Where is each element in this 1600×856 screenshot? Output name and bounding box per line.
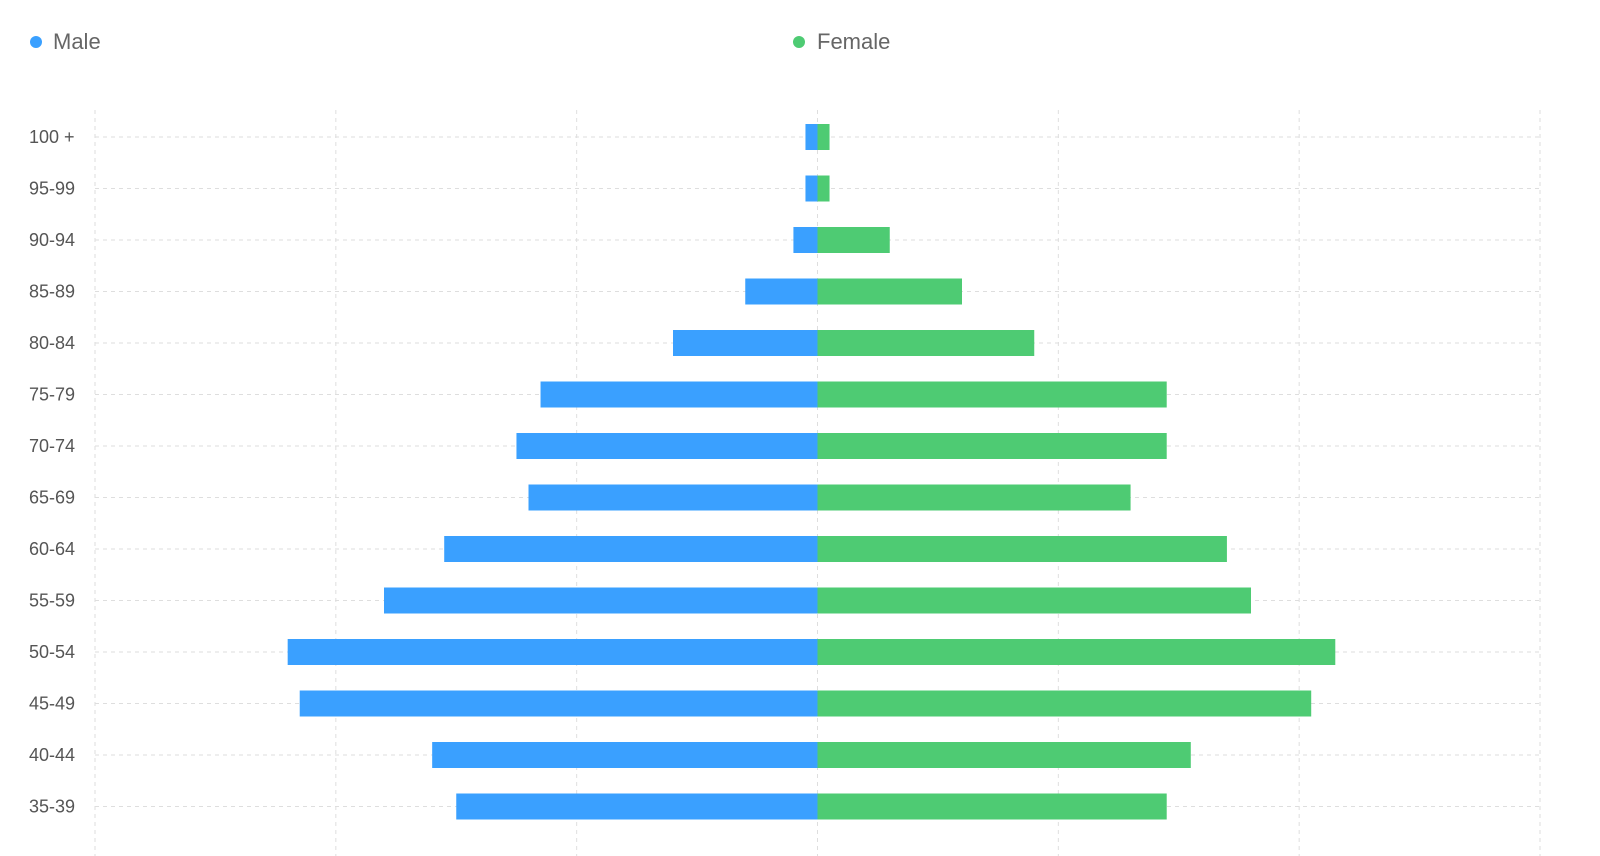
bar-male-40-44[interactable]	[432, 742, 818, 768]
y-tick-label: 55-59	[29, 591, 75, 611]
bar-male-70-74[interactable]	[516, 433, 818, 459]
bar-female-45-49[interactable]	[817, 690, 1312, 717]
bar-male-65-69[interactable]	[528, 484, 818, 511]
bar-male-45-49[interactable]	[299, 690, 818, 717]
bar-female-95-99[interactable]	[817, 175, 830, 202]
y-tick-label: 65-69	[29, 488, 75, 508]
bar-female-100plus[interactable]	[817, 124, 830, 150]
bar-male-35-39[interactable]	[456, 793, 818, 820]
bars	[287, 124, 1336, 820]
bar-female-90-94[interactable]	[817, 227, 890, 253]
legend-label-female: Female	[817, 29, 890, 54]
bar-female-35-39[interactable]	[817, 793, 1167, 820]
bar-female-50-54[interactable]	[817, 639, 1336, 665]
bar-female-65-69[interactable]	[817, 484, 1131, 511]
legend: Male Female	[30, 29, 890, 54]
legend-item-male[interactable]: Male	[30, 29, 101, 54]
legend-item-female[interactable]: Female	[793, 29, 890, 54]
legend-marker-female	[793, 36, 805, 48]
bar-male-60-64[interactable]	[444, 536, 818, 562]
legend-marker-male	[30, 36, 42, 48]
y-tick-label: 100 +	[29, 127, 75, 147]
y-tick-label: 95-99	[29, 179, 75, 199]
bar-male-85-89[interactable]	[745, 278, 818, 305]
y-tick-label: 45-49	[29, 694, 75, 714]
y-tick-label: 85-89	[29, 282, 75, 302]
bar-female-75-79[interactable]	[817, 381, 1167, 408]
y-tick-label: 35-39	[29, 797, 75, 817]
y-tick-label: 40-44	[29, 745, 75, 765]
y-tick-label: 50-54	[29, 642, 75, 662]
bar-female-85-89[interactable]	[817, 278, 963, 305]
bar-female-60-64[interactable]	[817, 536, 1227, 562]
bar-male-55-59[interactable]	[384, 587, 818, 614]
y-axis-tick-labels: 100 + 95-99 90-94 85-89 80-84 75-79 70-74 65-69…	[29, 127, 75, 817]
legend-label-male: Male	[53, 29, 101, 54]
bar-male-90-94[interactable]	[793, 227, 818, 253]
y-tick-label: 70-74	[29, 436, 75, 456]
bar-male-50-54[interactable]	[287, 639, 818, 665]
bar-male-80-84[interactable]	[673, 330, 818, 356]
y-tick-label: 75-79	[29, 385, 75, 405]
y-tick-label: 90-94	[29, 230, 75, 250]
y-tick-label: 60-64	[29, 539, 75, 559]
bar-male-100plus[interactable]	[805, 124, 818, 150]
bar-male-95-99[interactable]	[805, 175, 818, 202]
bar-female-70-74[interactable]	[817, 433, 1167, 459]
bar-male-75-79[interactable]	[540, 381, 818, 408]
bar-female-55-59[interactable]	[817, 587, 1252, 614]
bar-female-80-84[interactable]	[817, 330, 1035, 356]
y-tick-label: 80-84	[29, 333, 75, 353]
bar-female-40-44[interactable]	[817, 742, 1191, 768]
